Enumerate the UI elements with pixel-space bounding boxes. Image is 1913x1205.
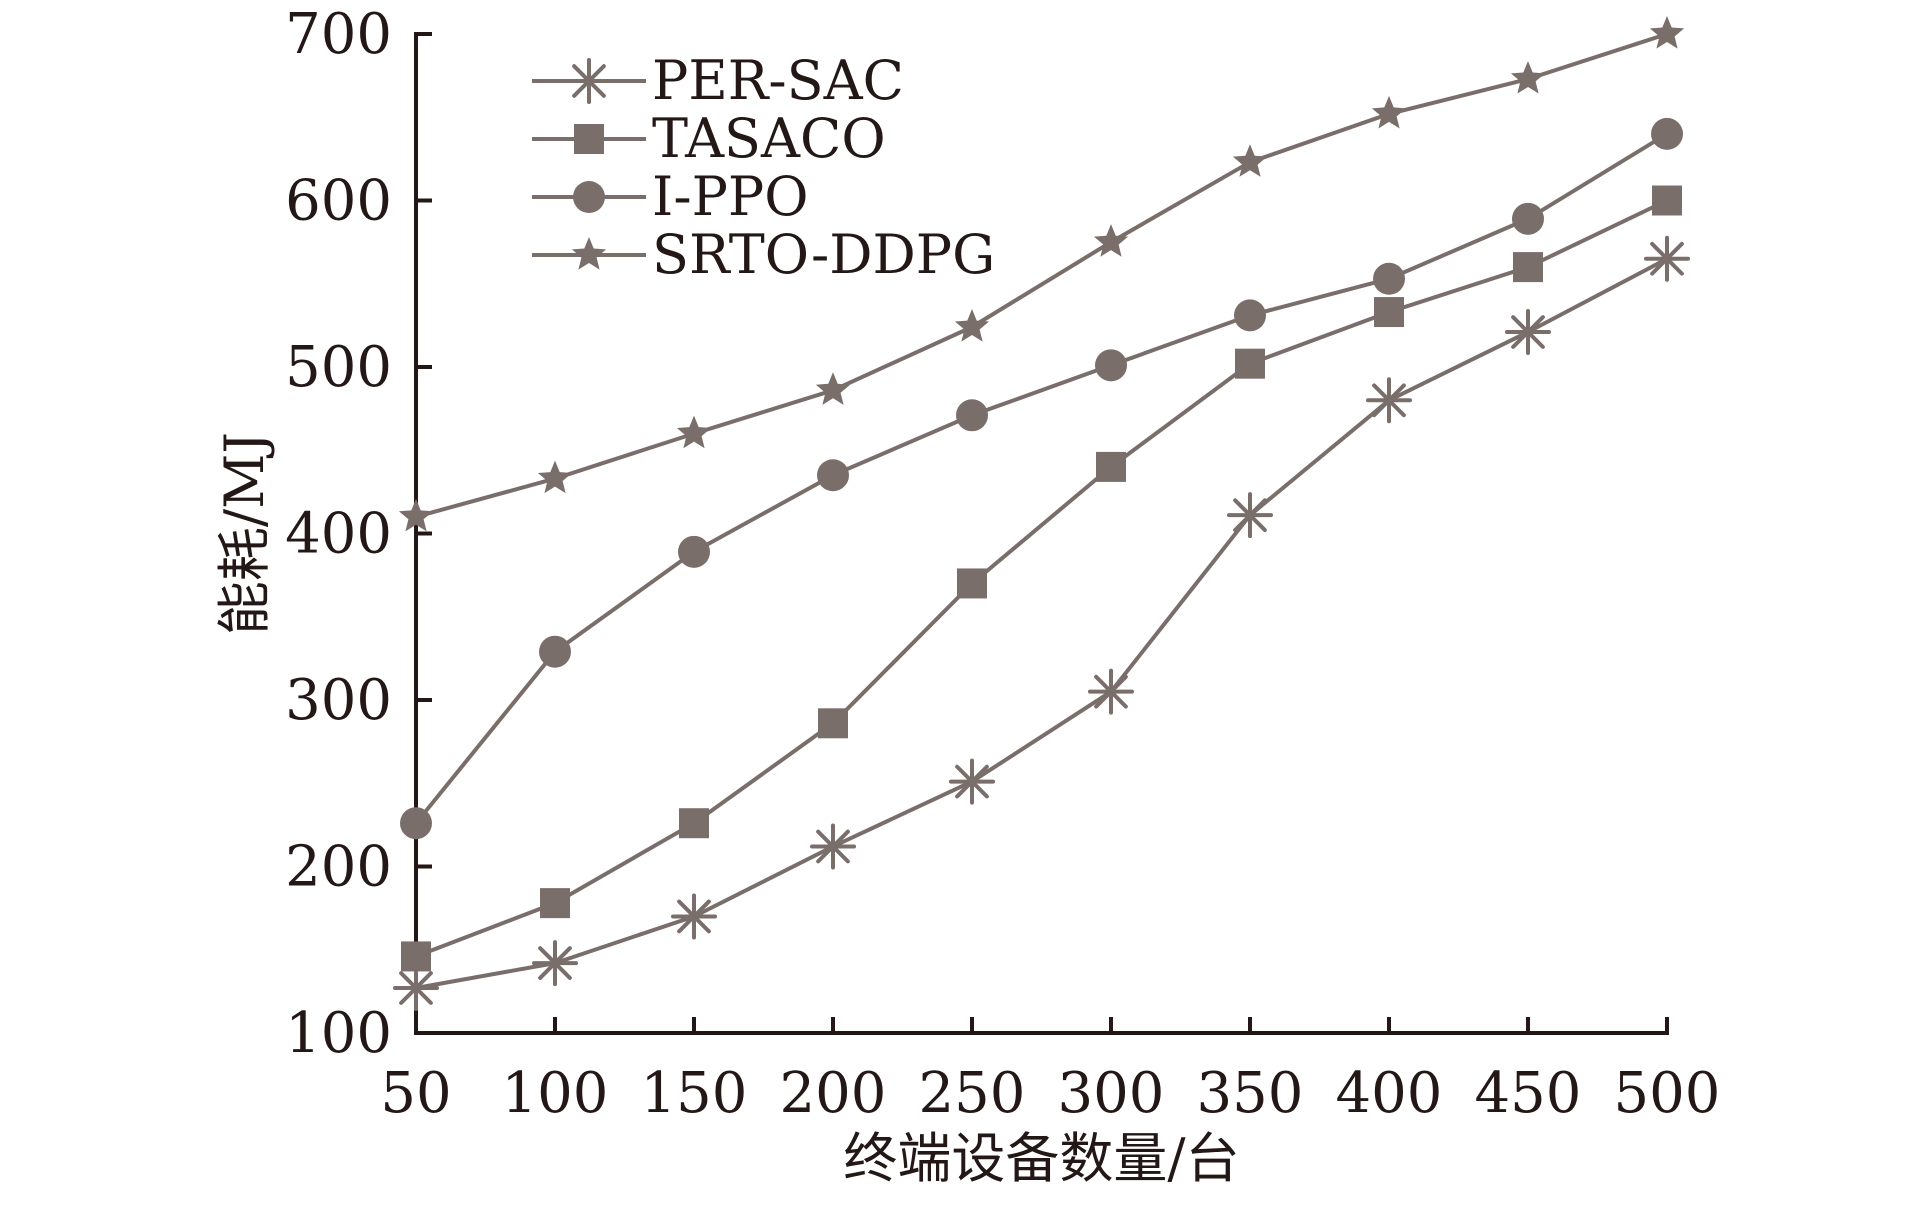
data-point-i-ppo bbox=[1512, 202, 1544, 235]
x-tick-label: 200 bbox=[780, 1061, 887, 1126]
series-line-i-ppo bbox=[414, 132, 1669, 825]
x-tick-label: 150 bbox=[641, 1061, 748, 1126]
legend-item-per-sac: PER-SAC bbox=[532, 49, 904, 112]
data-point-tasaco bbox=[679, 808, 709, 839]
data-point-i-ppo bbox=[817, 459, 849, 492]
series-srto-ddpg bbox=[398, 16, 1685, 532]
x-axis-title: 终端设备数量/台 bbox=[843, 1127, 1239, 1190]
data-point-srto-ddpg bbox=[1093, 224, 1129, 257]
data-point-i-ppo bbox=[1373, 262, 1405, 295]
data-point-srto-ddpg bbox=[676, 415, 712, 449]
data-point-tasaco bbox=[1374, 297, 1404, 328]
data-point-i-ppo bbox=[956, 399, 988, 432]
data-point-per-sac bbox=[1227, 492, 1273, 539]
data-point-srto-ddpg bbox=[1649, 16, 1685, 49]
data-point-i-ppo bbox=[1651, 117, 1683, 150]
x-tick-label: 400 bbox=[1336, 1061, 1443, 1126]
y-tick-label: 700 bbox=[285, 2, 392, 67]
x-tick-label: 250 bbox=[919, 1061, 1026, 1126]
y-axis-title: 能耗/MJ bbox=[213, 432, 276, 635]
series-group bbox=[393, 16, 1690, 1012]
data-point-per-sac bbox=[1505, 309, 1551, 356]
y-tick-label: 600 bbox=[285, 169, 392, 234]
y-tick-label: 100 bbox=[285, 1001, 392, 1066]
data-point-per-sac bbox=[393, 965, 439, 1012]
data-point-tasaco bbox=[957, 568, 987, 599]
series-tasaco bbox=[401, 185, 1682, 972]
data-point-srto-ddpg bbox=[398, 498, 434, 532]
data-point-i-ppo bbox=[400, 807, 432, 840]
x-tick-label: 300 bbox=[1058, 1061, 1165, 1126]
data-point-tasaco bbox=[1096, 451, 1126, 482]
legend-label: SRTO-DDPG bbox=[652, 223, 995, 286]
data-point-tasaco bbox=[1235, 348, 1265, 379]
legend-marker-i-ppo bbox=[573, 181, 605, 213]
data-point-per-sac bbox=[1644, 235, 1690, 282]
x-tick-label: 350 bbox=[1197, 1061, 1304, 1126]
data-point-per-sac bbox=[949, 758, 995, 805]
series-line-srto-ddpg bbox=[415, 32, 1668, 519]
data-point-srto-ddpg bbox=[1510, 61, 1546, 94]
data-point-per-sac bbox=[810, 823, 856, 870]
legend-item-srto-ddpg: SRTO-DDPG bbox=[532, 223, 995, 286]
data-point-i-ppo bbox=[539, 635, 571, 668]
legend-marker-per-sac bbox=[566, 58, 612, 104]
x-tick-label: 50 bbox=[380, 1061, 451, 1126]
legend-item-tasaco: TASACO bbox=[532, 107, 886, 170]
data-point-srto-ddpg bbox=[954, 309, 990, 342]
data-point-tasaco bbox=[401, 941, 431, 972]
data-point-per-sac bbox=[1088, 668, 1134, 715]
x-tick-label: 500 bbox=[1614, 1061, 1721, 1126]
legend-marker-tasaco bbox=[574, 124, 604, 154]
y-tick-label: 300 bbox=[285, 668, 392, 733]
legend-label: I-PPO bbox=[652, 165, 809, 228]
data-point-per-sac bbox=[532, 940, 578, 987]
data-point-per-sac bbox=[1366, 377, 1412, 424]
series-line-tasaco bbox=[415, 198, 1668, 959]
data-point-i-ppo bbox=[678, 535, 710, 568]
legend-item-i-ppo: I-PPO bbox=[532, 165, 809, 228]
series-line-per-sac bbox=[415, 257, 1668, 990]
data-point-tasaco bbox=[818, 708, 848, 739]
data-point-tasaco bbox=[540, 888, 570, 919]
x-ticks: 50 100 150 200 250 300 350 400 450 500 bbox=[380, 1017, 1720, 1126]
y-ticks: 100 200 300 400 500 600 700 bbox=[285, 2, 432, 1066]
data-point-i-ppo bbox=[1095, 349, 1127, 382]
y-tick-label: 400 bbox=[285, 502, 392, 567]
legend-marker-srto-ddpg bbox=[571, 237, 607, 270]
y-tick-label: 500 bbox=[285, 335, 392, 400]
x-tick-label: 450 bbox=[1475, 1061, 1582, 1126]
data-point-i-ppo bbox=[1234, 299, 1266, 332]
series-per-sac bbox=[393, 235, 1690, 1012]
x-tick-label: 100 bbox=[502, 1061, 609, 1126]
data-point-srto-ddpg bbox=[815, 372, 851, 405]
data-point-srto-ddpg bbox=[1371, 95, 1407, 129]
data-point-srto-ddpg bbox=[1232, 144, 1268, 177]
data-point-srto-ddpg bbox=[537, 460, 573, 494]
data-point-per-sac bbox=[671, 893, 717, 940]
series-i-ppo bbox=[400, 117, 1683, 840]
legend-label: PER-SAC bbox=[652, 49, 904, 112]
y-tick-label: 200 bbox=[285, 835, 392, 900]
legend-label: TASACO bbox=[652, 107, 886, 170]
data-point-tasaco bbox=[1513, 252, 1543, 283]
data-point-tasaco bbox=[1652, 185, 1682, 216]
